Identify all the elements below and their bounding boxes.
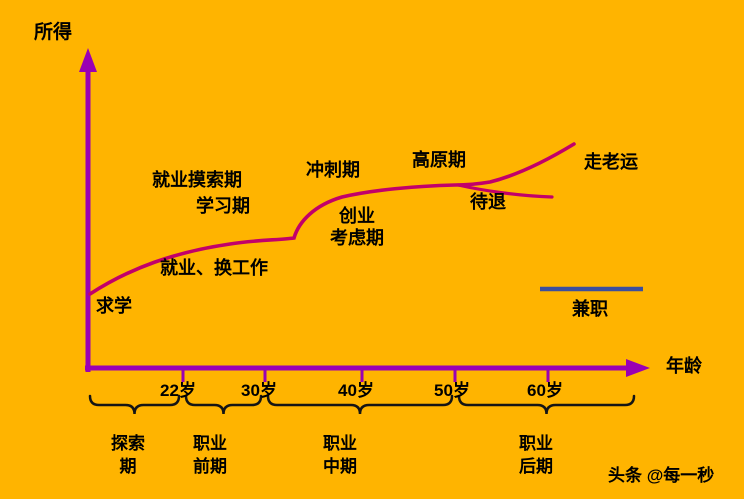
y-axis-arrowhead-icon: [79, 48, 97, 72]
x-axis-ticks: [181, 368, 550, 382]
x-tick-label-22: 22岁: [160, 381, 196, 400]
label-startup-line1: 创业: [339, 206, 375, 226]
brace-exploration: [88, 394, 181, 415]
stage-label-line: 探索: [111, 434, 145, 453]
stage-label-line: 后期: [519, 457, 553, 476]
income-curve: [88, 142, 576, 296]
stage-label-line: 职业: [323, 434, 357, 453]
x-axis-arrowhead-icon: [626, 359, 650, 377]
label-sprint: 冲刺期: [306, 160, 360, 180]
y-axis-label: 所得: [34, 22, 73, 43]
stage-label-early-career: 职业 前期: [178, 432, 242, 478]
stage-label-line: 期: [119, 457, 137, 476]
label-job-change: 就业、换工作: [160, 258, 268, 278]
x-axis-label: 年龄: [666, 356, 702, 376]
stage-braces: [88, 394, 636, 415]
stage-label-exploration: 探索 期: [96, 432, 160, 478]
x-tick-label-60: 60岁: [527, 381, 563, 400]
brace-early-career: [184, 394, 263, 415]
label-learning: 学习期: [196, 196, 250, 216]
x-tick-label-40: 40岁: [338, 381, 374, 400]
brace-late-career: [457, 394, 636, 415]
x-tick-label-30: 30岁: [241, 381, 277, 400]
label-awaiting-retirement: 待退: [470, 192, 506, 212]
stage-label-line: 前期: [193, 457, 227, 476]
stage-label-line: 中期: [323, 457, 357, 476]
stage-label-mid-career: 职业 中期: [308, 432, 372, 478]
brace-mid-career: [266, 394, 454, 415]
stage-label-line: 职业: [519, 434, 553, 453]
stage-label-line: 职业: [193, 434, 227, 453]
label-job-exploration: 就业摸索期: [152, 170, 242, 190]
watermark: 头条 @每一秒: [608, 466, 715, 485]
label-study: 求学: [96, 296, 132, 316]
label-plateau: 高原期: [412, 150, 466, 170]
label-late-luck: 走老运: [584, 152, 638, 172]
stage-label-late-career: 职业 后期: [504, 432, 568, 478]
retirement-branch-curve: [456, 183, 554, 199]
label-part-time: 兼职: [572, 299, 608, 319]
x-tick-label-50: 50岁: [434, 381, 470, 400]
label-startup-consideration: 创业 考虑期: [322, 206, 392, 249]
label-startup-line2: 考虑期: [330, 227, 384, 248]
